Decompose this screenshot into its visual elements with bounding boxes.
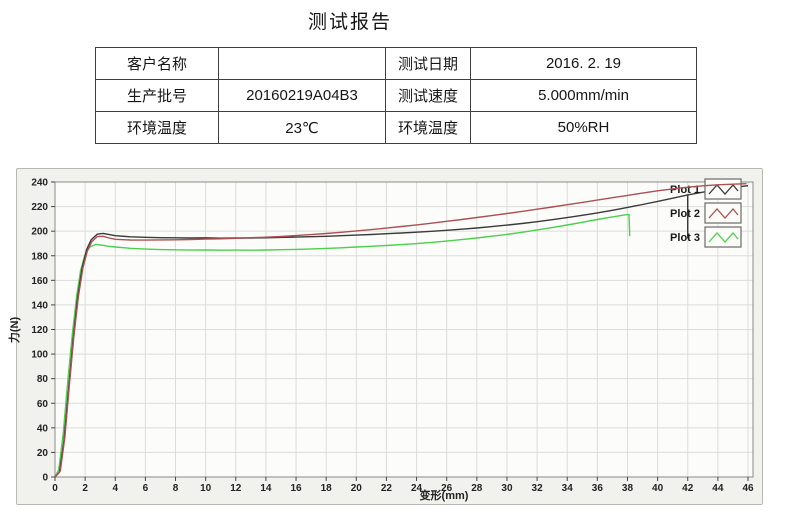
legend-label: Plot 2 [670,208,700,220]
test-date-label: 测试日期 [385,47,471,80]
x-tick-label: 14 [260,483,272,494]
legend-swatch-box [704,202,742,224]
batch-number-label: 生产批号 [95,79,219,112]
x-tick-label: 8 [173,483,179,494]
x-tick-label: 10 [200,483,212,494]
x-tick-label: 4 [112,483,118,494]
customer-name-label: 客户名称 [95,47,219,80]
table-row: 客户名称 测试日期 2016. 2. 19 [95,47,697,80]
table-row: 生产批号 20160219A04B3 测试速度 5.000mm/min [95,79,697,112]
x-tick-label: 44 [712,483,724,494]
x-tick-label: 16 [290,483,302,494]
y-tick-label: 120 [31,325,48,336]
y-tick-label: 60 [37,399,49,410]
x-tick-label: 36 [592,483,604,494]
test-speed-label: 测试速度 [385,79,471,112]
x-tick-label: 0 [52,483,58,494]
axes: 0 2 4 6 8 10 12 14 16 18 20 22 24 26 28 30 32 34 36 38 40 42 4… [31,178,754,503]
x-tick-label: 6 [143,483,149,494]
x-tick-label: 38 [622,483,634,494]
y-tick-label: 40 [37,423,49,434]
force-deformation-chart: 0 2 4 6 8 10 12 14 16 18 20 22 24 26 28 30 32 34 36 38 40 42 4… [31,178,754,503]
legend-item-plot-2[interactable]: Plot 2 [670,202,742,224]
legend-item-plot-3[interactable]: Plot 3 [670,226,742,248]
legend-line-icon [708,184,739,195]
y-tick-label: 200 [31,227,48,238]
y-tick-label: 160 [31,276,48,287]
x-tick-label: 22 [381,483,393,494]
legend-line-icon [708,208,739,219]
x-tick-label: 46 [742,483,754,494]
x-tick-label: 20 [351,483,363,494]
legend-label: Plot 3 [670,232,700,244]
y-tick-label: 80 [37,374,49,385]
x-tick-label: 24 [411,483,423,494]
legend-line-icon [708,232,739,243]
x-tick-label: 2 [82,483,88,494]
x-tick-label: 42 [682,483,694,494]
legend-swatch-box [704,226,742,248]
y-tick-label: 240 [31,178,48,189]
y-tick-label: 0 [42,473,48,484]
chart-panel: 0 2 4 6 8 10 12 14 16 18 20 22 24 26 28 30 32 34 36 38 40 42 4… [16,168,763,505]
info-table: 客户名称 测试日期 2016. 2. 19 生产批号 20160219A04B3… [95,47,697,144]
y-tick-label: 220 [31,202,48,213]
test-date-value: 2016. 2. 19 [470,47,697,80]
x-tick-label: 26 [441,483,453,494]
ambient-humidity-value: 50%RH [470,111,697,144]
table-row: 环境温度 23℃ 环境温度 50%RH [95,111,697,144]
x-axis-label: 变形(mm) [420,488,469,502]
ambient-humidity-label: 环境温度 [385,111,471,144]
ambient-temp-label: 环境温度 [95,111,219,144]
x-tick-label: 34 [562,483,574,494]
batch-number-value: 20160219A04B3 [218,79,386,112]
x-tick-label: 32 [532,483,544,494]
y-tick-label: 180 [31,251,48,262]
page-title: 测试报告 [308,12,393,33]
test-speed-value: 5.000mm/min [470,79,697,112]
y-axis-label: 力(N) [9,316,21,344]
curve-plot-1 [54,185,749,478]
x-tick-label: 12 [230,483,242,494]
x-tick-label: 18 [321,483,333,494]
y-tick-label: 20 [37,448,49,459]
x-tick-label: 28 [471,483,483,494]
x-tick-label: 40 [652,483,664,494]
x-tick-label: 30 [501,483,513,494]
y-tick-label: 140 [31,300,48,311]
y-tick-label: 100 [31,350,48,361]
ambient-temp-value: 23℃ [218,111,386,144]
customer-name-value [218,47,386,80]
curve-plot-2 [54,183,747,478]
